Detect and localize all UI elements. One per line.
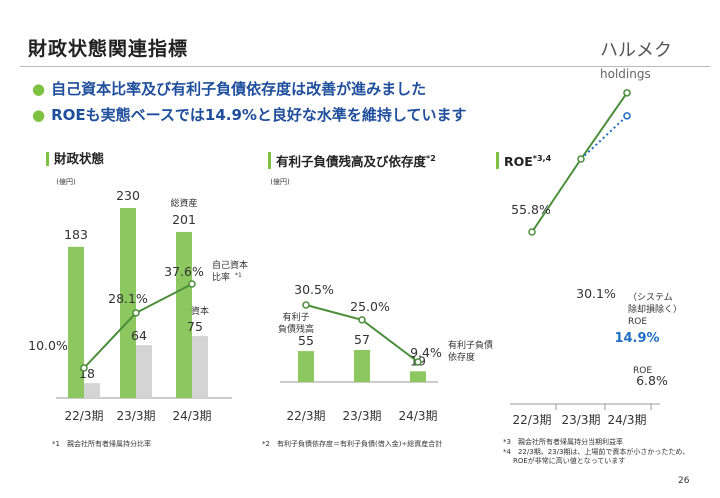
footnote-mark: *3 (503, 438, 511, 446)
bar-debt-balance (298, 351, 314, 382)
footnote-mark: *4 (503, 448, 511, 456)
roe-label: 30.1% (576, 286, 616, 301)
section-title-roe-text: ROE (504, 154, 533, 170)
equity-ratio-point (188, 280, 196, 288)
bullet-dot-icon: ● (32, 106, 46, 124)
ratio-label: 10.0% (28, 338, 68, 353)
section-title-roe: ROE*3,4 (496, 152, 552, 170)
annotation-adjusted-roe: ROE (628, 317, 647, 327)
bar-debt-balance (410, 371, 426, 382)
annotation-ratio-sup: *1 (235, 272, 242, 279)
debt-ratio-label: 25.0% (350, 299, 390, 314)
company-logo: ハルメク holdings (600, 36, 720, 83)
footnote-text: ROEが非常に高い値となっています (513, 457, 626, 465)
bar-equity (136, 345, 152, 398)
key-point-text: ROEも実態ベースでは14.9%と良好な水準を維持しています (51, 106, 467, 124)
equity-ratio-point (132, 309, 140, 317)
section-title-roe-sup: *3,4 (532, 154, 552, 163)
x-tick-label: 24/3期 (399, 409, 438, 423)
annotation-ratio: 比率 (212, 271, 230, 283)
bullet-dot-icon: ● (32, 80, 46, 98)
bar-equity (192, 336, 208, 398)
x-tick-label: 23/3期 (117, 409, 156, 423)
footnote-3: *3 親会社所有者帰属持分当期利益率 (503, 438, 623, 447)
roe-point (623, 89, 631, 97)
footnote-1: *1 親会社所有者帰属持分比率 (52, 440, 151, 449)
adjusted-roe-point (623, 112, 631, 120)
roe-label: 55.8% (511, 202, 551, 217)
bar-label-equity: 75 (187, 319, 203, 334)
x-tick-label: 23/3期 (343, 409, 382, 423)
roe-point (577, 155, 585, 163)
bar-debt-balance (354, 350, 370, 382)
bar-label-total-assets: 201 (172, 212, 196, 227)
ratio-label: 28.1% (108, 291, 148, 306)
section-title-debt-text: 有利子負債残高及び依存度 (276, 154, 427, 170)
annotation-debt-balance: 負債残高 (278, 323, 314, 335)
annotation-debt-balance: 有利子 (282, 311, 309, 323)
debt-ratio-label: 9.4% (410, 345, 442, 360)
title-divider (20, 66, 710, 67)
annotation-debt-ratio: 依存度 (448, 351, 475, 363)
unit-label: (億円) (56, 177, 76, 186)
footnote-text: 親会社所有者帰属持分当期利益率 (517, 438, 623, 446)
page-number: 26 (678, 476, 690, 486)
bar-label-total-assets: 230 (116, 188, 140, 203)
annotation-equity: 資本 (191, 305, 209, 317)
bar-label-total-assets: 183 (64, 227, 88, 242)
bar-total-assets (176, 231, 192, 398)
annotation-adjusted-roe: 除却損除く） (628, 303, 682, 315)
debt-ratio-point (358, 316, 366, 324)
debt-ratio-point (414, 358, 422, 366)
annotation-roe: ROE (633, 366, 652, 376)
annotation-debt-ratio: 有利子負債 (448, 339, 493, 351)
footnote-4: *4 22/3期、23/3期は、上場前で資本が小さかったため、 ROEが非常に高い… (503, 448, 689, 466)
unit-label: (億円) (270, 177, 290, 186)
bar-equity (84, 383, 100, 398)
x-tick-label: 22/3期 (513, 413, 552, 427)
bar-total-assets (68, 246, 84, 398)
equity-ratio-point (80, 364, 88, 372)
footnote-mark: *2 (262, 440, 270, 448)
roe-point (528, 228, 536, 236)
footnote-text: 親会社所有者帰属持分比率 (66, 440, 151, 448)
annotation-adjusted-roe: （システム (628, 292, 673, 303)
footnote-text: 22/3期、23/3期は、上場前で資本が小さかったため、 (517, 448, 690, 456)
key-point: ● 自己資本比率及び有利子負債依存度は改善が進みました (32, 76, 466, 102)
x-tick-label: 24/3期 (608, 413, 647, 427)
bar-total-assets (120, 208, 136, 398)
roe-label: 6.8% (636, 373, 668, 388)
adjusted-roe-label: 14.9% (614, 331, 659, 346)
bar-label-debt: 57 (354, 332, 370, 347)
x-tick-label: 22/3期 (287, 409, 326, 423)
bar-label-equity: 64 (131, 328, 147, 343)
annotation-ratio: 自己資本 (212, 259, 248, 271)
page-title: 財政状態関連指標 (28, 38, 189, 60)
logo-brand: ハルメク (600, 40, 672, 61)
ratio-label: 37.6% (164, 264, 204, 279)
footnote-mark: *1 (52, 440, 60, 448)
footnote-2: *2 有利子負債依存度＝有利子負債(借入金)÷総資産合計 (262, 440, 442, 449)
logo-suffix: holdings (600, 67, 651, 81)
x-tick-label: 23/3期 (562, 413, 601, 427)
section-title-debt: 有利子負債残高及び依存度*2 (268, 152, 436, 170)
key-point: ● ROEも実態ベースでは14.9%と良好な水準を維持しています (32, 102, 466, 128)
bar-label-debt: 55 (298, 333, 314, 348)
adjusted-roe-line (580, 115, 628, 160)
key-points: ● 自己資本比率及び有利子負債依存度は改善が進みました ● ROEも実態ベースでは1… (32, 76, 466, 128)
section-title-financial: 財政状態 (46, 152, 104, 166)
footnote-text: 有利子負債依存度＝有利子負債(借入金)÷総資産合計 (276, 440, 443, 448)
section-title-debt-sup: *2 (426, 154, 436, 163)
key-point-text: 自己資本比率及び有利子負債依存度は改善が進みました (51, 80, 427, 98)
debt-ratio-label: 30.5% (294, 282, 334, 297)
x-tick-label: 22/3期 (65, 409, 104, 423)
x-tick-label: 24/3期 (173, 409, 212, 423)
debt-ratio-point (302, 301, 310, 309)
annotation-total-assets: 総資産 (170, 197, 197, 209)
